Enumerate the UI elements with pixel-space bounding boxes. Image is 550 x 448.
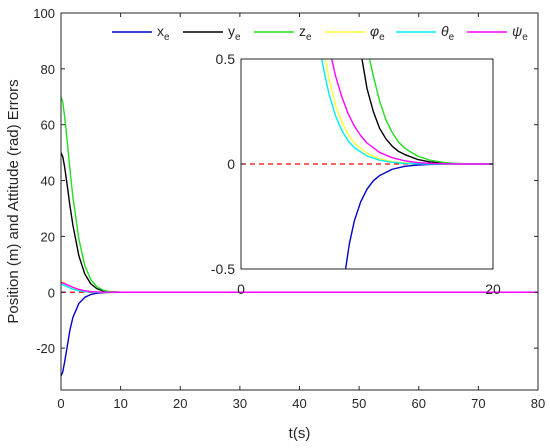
legend-item-2: ze	[254, 23, 312, 43]
legend-label: ψe	[512, 23, 528, 43]
legend-label: xe	[157, 23, 170, 43]
x-axis-label: t(s)	[289, 425, 311, 442]
inset-series-line-4	[320, 59, 493, 165]
main-y-tick-label: 60	[41, 118, 55, 133]
main-ticks: 0 10 20 30 40 50 60 70 80 -20 0 20 40 60 80 100	[33, 6, 545, 411]
main-y-tick-label: 0	[48, 285, 55, 300]
main-x-tick-label: 20	[173, 396, 187, 411]
legend-label: φe	[370, 23, 385, 43]
inset-ticks: 0 20-0.500.5	[211, 51, 501, 297]
main-plot-frame	[60, 12, 539, 391]
main-x-tick-label: 40	[292, 396, 306, 411]
inset-y-tick-label: 0	[227, 156, 235, 172]
legend-item-4: θe	[396, 23, 455, 43]
inset-x-tick-label: 0	[237, 281, 245, 297]
legend-item-1: ye	[183, 23, 241, 43]
main-series-line-5	[61, 281, 538, 293]
legend-item-0: xe	[112, 23, 170, 43]
main-x-tick-label: 80	[531, 396, 545, 411]
main-y-tick-label: -20	[36, 341, 55, 356]
legend-label: ye	[228, 23, 241, 43]
main-x-tick-label: 70	[471, 396, 485, 411]
main-series-group	[61, 96, 538, 377]
legend-item-3: φe	[325, 23, 385, 43]
main-y-tick-label: 20	[41, 229, 55, 244]
legend-item-5: ψe	[467, 23, 528, 43]
legend: xe ye ze φe θe ψe	[112, 23, 528, 43]
inset-y-tick-label: -0.5	[211, 261, 235, 277]
legend-label: ze	[299, 23, 312, 43]
main-x-tick-label: 60	[412, 396, 426, 411]
main-x-tick-label: 0	[57, 396, 64, 411]
y-axis-label: Position (m) and Attitude (rad) Errors	[5, 79, 22, 323]
main-x-tick-label: 50	[352, 396, 366, 411]
main-y-tick-label: 100	[33, 6, 55, 21]
inset-plot-frame	[240, 58, 494, 270]
main-x-tick-label: 10	[113, 396, 127, 411]
main-y-tick-label: 40	[41, 174, 55, 189]
main-y-tick-label: 80	[41, 62, 55, 77]
inset-plot: 0 20-0.500.5	[211, 51, 501, 297]
inset-series-line-5	[331, 59, 493, 165]
legend-label: θe	[441, 23, 455, 43]
inset-series-group	[241, 59, 493, 269]
inset-y-tick-label: 0.5	[216, 51, 236, 67]
inset-x-tick-label: 20	[485, 281, 501, 297]
main-x-tick-label: 30	[233, 396, 247, 411]
